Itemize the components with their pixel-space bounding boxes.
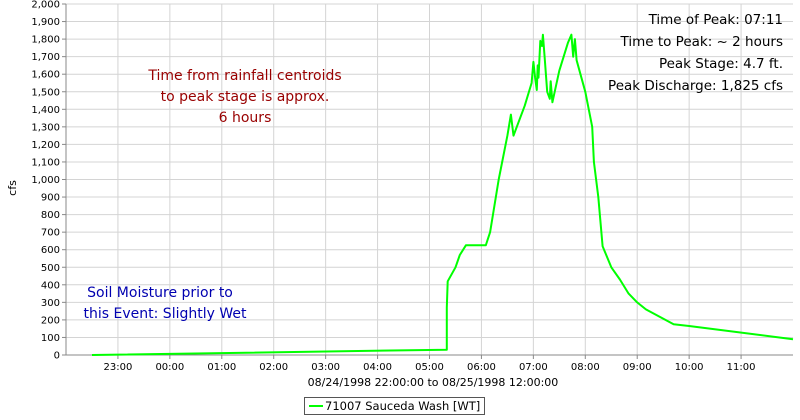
soil-note-line-2: this Event: Slightly Wet (84, 306, 247, 322)
peak-info-annotation: Time of Peak: 07:11 Time to Peak: ~ 2 ho… (608, 12, 783, 94)
grid-lines (66, 3, 793, 356)
y-tick-label: 1,700 (31, 52, 60, 63)
y-tick-label: 1,500 (31, 87, 60, 98)
y-tick-label: 700 (41, 228, 60, 239)
y-tick-label: 600 (41, 245, 60, 256)
y-axis-title: cfs (6, 180, 19, 196)
time-to-peak-text: Time to Peak: ~ 2 hours (619, 34, 783, 50)
x-tick-label: 09:00 (623, 362, 652, 373)
y-tick-label: 1,900 (31, 17, 60, 28)
x-tick-label: 03:00 (311, 362, 340, 373)
x-axis-title: 08/24/1998 22:00:00 to 08/25/1998 12:00:… (308, 376, 559, 389)
x-tick-label: 23:00 (104, 362, 133, 373)
y-tick-label: 800 (41, 210, 60, 221)
peak-time-text: Time of Peak: 07:11 (648, 12, 783, 28)
peak-discharge-text: Peak Discharge: 1,825 cfs (608, 78, 783, 94)
y-tick-label: 1,000 (31, 175, 60, 186)
y-tick-label: 1,300 (31, 122, 60, 133)
x-tick-label: 07:00 (519, 362, 548, 373)
x-tick-label: 02:00 (259, 362, 288, 373)
y-tick-label: 1,600 (31, 70, 60, 81)
y-tick-label: 1,800 (31, 35, 60, 46)
x-tick-label: 11:00 (727, 362, 756, 373)
y-tick-label: 100 (41, 333, 60, 344)
y-tick-label: 200 (41, 315, 60, 326)
legend-line-swatch (309, 405, 323, 407)
centroid-note-line-2: to peak stage is approx. (161, 89, 330, 105)
x-tick-label: 08:00 (571, 362, 600, 373)
y-tick-label: 500 (41, 263, 60, 274)
series-layer (91, 33, 794, 356)
soil-moisture-annotation: Soil Moisture prior to this Event: Sligh… (84, 285, 247, 322)
y-tick-label: 1,100 (31, 157, 60, 168)
y-tick-label: 1,400 (31, 105, 60, 116)
x-tick-label: 05:00 (415, 362, 444, 373)
peak-stage-text: Peak Stage: 4.7 ft. (659, 56, 783, 72)
soil-note-line-1: Soil Moisture prior to (87, 285, 233, 301)
y-tick-label: 0 (54, 351, 60, 362)
x-tick-label: 04:00 (363, 362, 392, 373)
centroid-note-line-1: Time from rainfall centroids (147, 68, 341, 84)
centroid-note-line-3: 6 hours (219, 110, 272, 126)
y-tick-label: 1,200 (31, 140, 60, 151)
y-tick-label: 400 (41, 280, 60, 291)
x-tick-label: 10:00 (675, 362, 704, 373)
x-tick-label: 01:00 (207, 362, 236, 373)
y-tick-label: 300 (41, 298, 60, 309)
x-axis-ticks: 23:00 00:00 01:00 02:00 03:00 04:00 05:00 06:00… (104, 355, 756, 373)
y-axis-ticks: 0 100 200 300 400 500 600 700 800 900 1,000 1,100 1,… (31, 0, 66, 362)
legend-series-label: 71007 Sauceda Wash [WT] (325, 399, 481, 413)
y-tick-label: 900 (41, 193, 60, 204)
x-tick-label: 00:00 (155, 362, 184, 373)
x-tick-label: 06:00 (467, 362, 496, 373)
series-line-sauceda-wash (91, 33, 794, 356)
chart-legend: 71007 Sauceda Wash [WT] (304, 397, 486, 415)
centroid-annotation: Time from rainfall centroids to peak sta… (147, 68, 341, 126)
y-tick-label: 2,000 (31, 0, 60, 11)
